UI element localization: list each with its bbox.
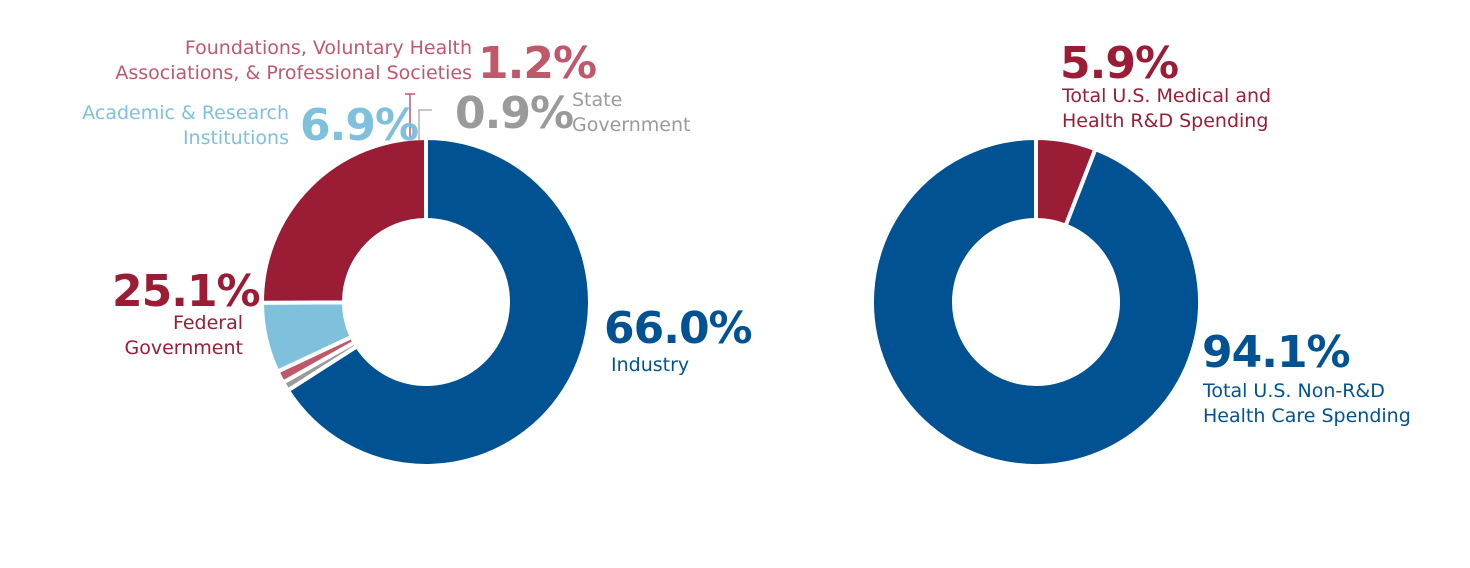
label-nonrd-name: Total U.S. Non-R&D Health Care Spending	[1203, 380, 1411, 427]
donut2-slice-1	[870, 135, 1202, 468]
label-industry-value: 66.0%	[604, 303, 753, 354]
donut1-slice-0	[285, 135, 592, 468]
label-rd-value: 5.9%	[1060, 38, 1179, 89]
label-nonrd-value: 94.1%	[1202, 327, 1351, 378]
label-state-value: 0.9%	[455, 88, 574, 139]
label-state-name: State Government	[572, 89, 691, 136]
leader-line-state	[418, 109, 432, 140]
label-academic-value: 6.9%	[300, 100, 419, 151]
label-foundations-value: 1.2%	[478, 38, 597, 89]
donut1-slice-4	[260, 135, 428, 305]
label-foundations-name: Foundations, Voluntary Health Associatio…	[115, 37, 472, 84]
label-academic-name: Academic & Research Institutions	[82, 102, 289, 149]
label-federal-value: 25.1%	[112, 266, 261, 317]
label-federal-name: Federal Government	[124, 312, 244, 359]
label-rd-name: Total U.S. Medical and Health R&D Spendi…	[1062, 85, 1272, 132]
label-industry-name: Industry	[611, 354, 690, 376]
